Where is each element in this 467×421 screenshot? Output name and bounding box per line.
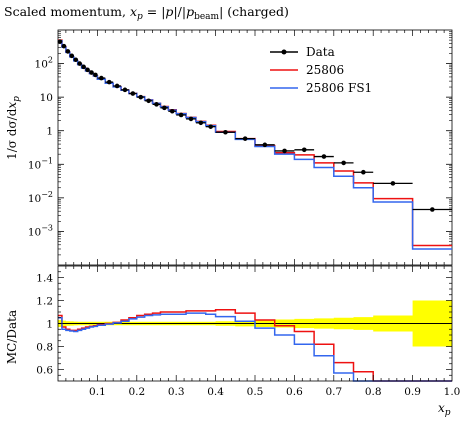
data-point [242, 136, 248, 141]
data-point [106, 79, 112, 85]
title-p2: p [186, 4, 194, 19]
data-point [114, 83, 120, 89]
main-y-tick-label: 102 [35, 56, 53, 71]
xlabel-sub: p [445, 408, 451, 418]
data-point [146, 98, 151, 104]
main-ylabel-main: 1/σ dσ/d [5, 108, 19, 160]
main-panel: 10−3 10−2 10−1 1 10 102 [28, 29, 453, 266]
legend: Data 25806 25806 FS1 [270, 45, 372, 95]
main-ylabel-x: x [5, 102, 19, 109]
title-p2-sub: beam [194, 12, 219, 22]
x-axis-label: xp [438, 401, 451, 418]
xlabel-x: x [438, 401, 445, 415]
data-point [198, 120, 204, 126]
data-point [99, 75, 104, 81]
mc-hist-25806-fs1 [58, 39, 452, 250]
x-tick-label: 0.3 [168, 386, 185, 398]
data-point [208, 124, 213, 129]
data-point [321, 154, 327, 159]
data-point [341, 160, 346, 166]
svg-text:1/σ dσ/dxp: 1/σ dσ/dxp [5, 96, 22, 160]
x-tick-label: 0.1 [89, 386, 106, 398]
data-point [188, 116, 194, 122]
data-point [130, 91, 136, 96]
legend-label-25806: 25806 [306, 63, 344, 77]
main-y-tick-label: 1 [46, 126, 53, 138]
ratio-hist-25806-fs1 [58, 312, 452, 382]
ratio-y-tick-label: 1 [46, 319, 53, 331]
data-point [122, 87, 128, 93]
data-point [430, 207, 435, 212]
title: Scaled momentum, xp = |p|/|pbeam| (charg… [4, 4, 289, 22]
data-point [282, 148, 287, 154]
x-tick-label: 0.9 [404, 386, 421, 398]
x-tick-label: 0.6 [286, 386, 303, 398]
ratio-y-tick-label: 1.4 [36, 273, 53, 285]
ratio-y-tick-label: 0.6 [36, 365, 53, 377]
x-tick-label: 0.5 [247, 386, 264, 398]
data-point [93, 72, 98, 78]
ratio-panel: 0.6 0.8 1 1.2 1.4 0.1 0.2 0.3 0.4 0.5 0.6 0.7 0.8 0.9… [36, 265, 461, 398]
legend-label-data: Data [306, 45, 335, 59]
svg-text:xp: xp [438, 401, 451, 418]
data-point [77, 61, 82, 66]
data-point [361, 169, 366, 175]
data-point [81, 64, 86, 70]
legend-marker-data [281, 49, 287, 55]
x-tick-label: 0.8 [365, 386, 382, 398]
x-tick-label: 1.0 [444, 386, 461, 398]
title-prefix: Scaled momentum, [4, 4, 130, 19]
legend-label-25806-fs1: 25806 FS1 [306, 81, 372, 95]
data-point [162, 105, 167, 111]
main-frame [57, 29, 453, 266]
title-mid: |/| [173, 4, 186, 19]
data-point [73, 57, 79, 63]
data-point [390, 181, 396, 186]
main-y-tick-label: 10−3 [28, 223, 53, 238]
data-point [262, 142, 268, 148]
data-point [85, 67, 90, 73]
data-point [223, 129, 228, 135]
title-suffix: | (charged) [219, 4, 289, 19]
data-point [178, 112, 184, 118]
main-y-tick-label: 10 [40, 92, 53, 104]
data-point [89, 70, 94, 75]
ratio-y-tick-label: 0.8 [36, 342, 53, 354]
ratio-y-tick-label: 1.2 [36, 296, 53, 308]
data-point [138, 94, 144, 100]
ratio-y-axis-label: MC/Data [5, 310, 19, 364]
svg-text:Scaled momentum, xp = |p|/|pbe: Scaled momentum, xp = |p|/|pbeam| (charg… [4, 4, 289, 22]
data-point [301, 147, 307, 153]
data-point [57, 39, 63, 44]
main-y-axis-label: 1/σ dσ/dxp [5, 96, 22, 160]
data-point [61, 43, 67, 49]
title-x-sub: p [137, 12, 143, 22]
title-x: x [130, 4, 137, 19]
x-tick-label: 0.2 [128, 386, 145, 398]
data-point [69, 53, 75, 59]
main-y-tick-label: 10−1 [28, 156, 53, 171]
title-p1: p [165, 4, 173, 19]
main-ylabel-sub: p [12, 96, 22, 102]
x-tick-label: 0.4 [207, 386, 224, 398]
title-eq: = | [143, 4, 166, 19]
data-point [65, 49, 71, 54]
data-point [169, 108, 175, 114]
x-tick-label: 0.7 [325, 386, 342, 398]
main-y-tick-label: 10−2 [28, 190, 53, 205]
data-point [154, 102, 159, 107]
